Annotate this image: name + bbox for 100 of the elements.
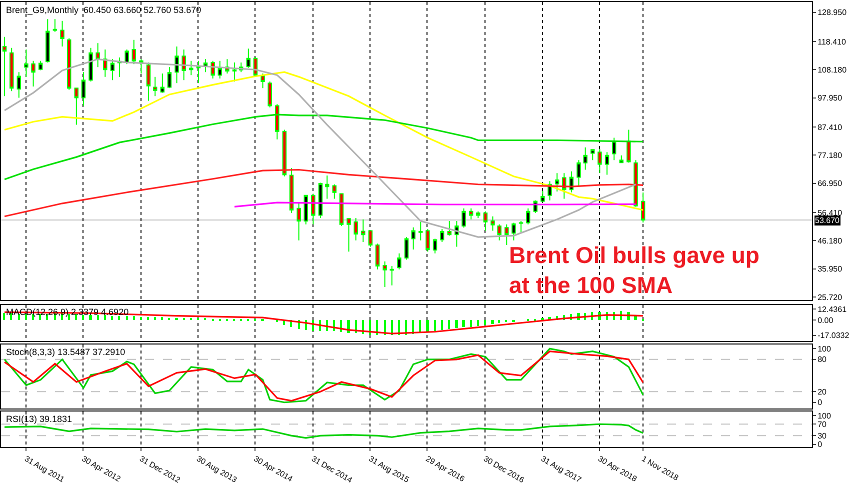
- candlestick: [66, 38, 72, 90]
- candlestick: [9, 47, 14, 92]
- candlestick: [404, 236, 409, 260]
- bar: [441, 320, 443, 330]
- y-tick-label: 0.00: [818, 316, 834, 326]
- candlestick: [590, 148, 595, 161]
- candlestick: [583, 146, 588, 170]
- y-tick-label: 25.720: [818, 292, 843, 302]
- candlestick: [167, 66, 172, 89]
- candlestick: [74, 88, 79, 126]
- x-tick-label: 31 Dec 2012: [138, 454, 182, 485]
- candlestick: [324, 175, 330, 200]
- x-tick-label: 31 Aug 2011: [22, 454, 66, 484]
- y-tick-label: 56.410: [818, 208, 843, 218]
- x-tick-label: 30 Apr 2012: [80, 454, 123, 484]
- candlestick: [103, 49, 108, 78]
- y-tick-label: 30: [818, 431, 828, 440]
- candlestick: [31, 60, 36, 87]
- candlestick: [339, 193, 344, 227]
- candlestick: [268, 81, 272, 108]
- candlestick: [497, 224, 502, 241]
- candlestick: [490, 216, 495, 232]
- bar: [398, 320, 400, 335]
- bar: [470, 320, 472, 327]
- y-tick-label: 128.950: [818, 8, 848, 18]
- candlestick: [604, 152, 610, 176]
- x-tick-label: 31 Dec 2014: [310, 454, 354, 485]
- y-tick-label: 77.180: [818, 150, 843, 160]
- candlestick: [24, 49, 28, 78]
- y-tick-label: 97.950: [818, 94, 843, 103]
- candlestick: [619, 154, 624, 164]
- candlestick: [246, 48, 251, 68]
- x-tick-label: 31 Aug 2017: [539, 454, 584, 485]
- candlestick: [275, 104, 280, 140]
- candlestick: [476, 210, 480, 219]
- candlestick: [289, 168, 294, 214]
- candlestick: [132, 39, 136, 65]
- bar: [477, 320, 479, 326]
- candlestick: [38, 60, 43, 71]
- y-tick-label: 87.410: [818, 122, 843, 132]
- candlestick: [562, 172, 566, 200]
- bar: [484, 320, 486, 325]
- bar: [133, 316, 135, 320]
- x-tick-label: 30 Apr 2014: [252, 454, 295, 484]
- y-tick-label: 46.180: [818, 236, 843, 246]
- bar: [491, 320, 494, 324]
- y-tick-label: 0: [818, 440, 823, 450]
- bar: [455, 320, 458, 328]
- candlestick: [626, 129, 631, 164]
- candlestick: [432, 238, 438, 254]
- candlestick: [88, 47, 93, 82]
- candlestick: [634, 160, 638, 208]
- y-tick-label: 66.950: [818, 179, 843, 188]
- candlestick: [96, 42, 100, 68]
- y-tick-label: 108.180: [818, 65, 848, 74]
- candlestick: [16, 72, 22, 98]
- x-tick-label: 30 Dec 2016: [482, 454, 526, 485]
- line-series: [4, 71, 644, 211]
- candlestick: [462, 208, 466, 228]
- candlestick: [375, 243, 380, 270]
- candlestick: [382, 260, 387, 288]
- bar: [140, 316, 142, 320]
- x-tick-label: 31 Aug 2015: [367, 454, 412, 485]
- chart-title: Stoch(8,3,3) 13.5487 37.2910: [6, 347, 126, 357]
- candlestick: [512, 222, 516, 241]
- bar: [147, 316, 149, 320]
- candlestick: [110, 58, 115, 81]
- y-tick-label: 0: [818, 398, 823, 408]
- bar: [3, 312, 5, 320]
- candlestick: [152, 76, 158, 97]
- bar: [376, 320, 378, 335]
- bar: [161, 316, 163, 320]
- candlestick: [598, 148, 602, 174]
- chart-title: Brent_G9,Monthly 60.450 63.660 52.760 53.670: [6, 5, 202, 15]
- x-tick-label: 30 Apr 2018: [596, 454, 639, 484]
- y-tick-label: 20: [818, 387, 828, 396]
- ref-line-label: 53.670: [815, 216, 840, 225]
- line-series: [4, 423, 644, 439]
- candlestick: [174, 46, 179, 84]
- y-tick-label: 35.950: [818, 264, 843, 274]
- y-tick-label: 80: [818, 355, 828, 364]
- candlestick: [526, 208, 530, 225]
- candlestick: [447, 220, 452, 236]
- bar: [154, 316, 156, 320]
- candlestick: [640, 192, 646, 224]
- candlestick: [332, 184, 337, 200]
- candlestick: [203, 58, 208, 73]
- candlestick: [554, 172, 560, 192]
- candlestick: [576, 160, 581, 186]
- y-tick-label: 100: [818, 344, 832, 354]
- x-tick-label: 29 Apr 2016: [424, 454, 467, 484]
- y-tick-label: 12.4361: [818, 304, 848, 314]
- candlestick: [296, 202, 301, 241]
- bar: [369, 320, 371, 335]
- candlestick: [518, 220, 524, 233]
- candlestick: [318, 182, 323, 219]
- bar: [426, 320, 429, 332]
- bar: [462, 320, 465, 327]
- candlestick: [189, 60, 194, 76]
- candlestick: [232, 62, 237, 82]
